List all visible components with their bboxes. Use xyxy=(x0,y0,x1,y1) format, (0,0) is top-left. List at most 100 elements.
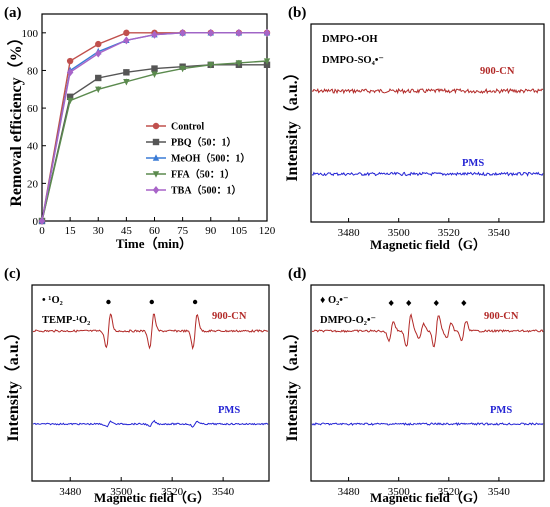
panel-d-peak-marker xyxy=(433,300,439,306)
panel-c-peak-marker xyxy=(106,299,111,305)
panel-c-series-pms xyxy=(32,419,269,428)
panel-a-legend-label: Control xyxy=(171,122,204,133)
panel-c-ticks: 3480 3500 3520 3540 xyxy=(59,477,235,498)
panel-a-data-point xyxy=(66,57,74,65)
panel-a-xtick-label: 45 xyxy=(121,225,133,237)
panel-b-series-label-pms: PMS xyxy=(462,158,484,169)
panel-b-xtick-label: 3500 xyxy=(388,227,411,239)
panel-a-xtick-label: 15 xyxy=(65,225,77,237)
panel-a-ytick-label: 80 xyxy=(27,65,39,77)
panel-a-legend-label: PBQ（50：1） xyxy=(171,136,237,149)
panel-d-xtick-label: 3540 xyxy=(488,486,511,498)
panel-c-xlabel: Magnetic field（G） xyxy=(94,490,210,505)
panel-a-xtick-label: 30 xyxy=(93,225,105,237)
panel-a-ytick-label: 20 xyxy=(27,178,39,190)
panel-a-legend-marker xyxy=(152,138,160,146)
panel-a-data-point xyxy=(66,68,74,77)
panel-a-data-point xyxy=(38,217,46,225)
panel-c-series-label-pms: PMS xyxy=(218,405,240,416)
panel-d-label: (d) xyxy=(288,266,306,282)
panel-a-data-point xyxy=(179,65,186,73)
panel-a-xtick-label: 60 xyxy=(149,225,161,237)
panel-a-legend-marker xyxy=(152,186,160,194)
panel-a-ytick-label: 40 xyxy=(27,141,39,153)
panel-a-xtick-label: 0 xyxy=(39,225,45,237)
panel-d: (d) 3480 3500 3520 3540 ♦ O₂•⁻ DMPO-O₂•⁻ 90… xyxy=(283,266,545,505)
panel-d-series-900cn xyxy=(311,313,544,348)
panel-c-xtick-label: 3520 xyxy=(161,486,184,498)
panel-c-xtick-label: 3500 xyxy=(110,486,133,498)
panel-c: (c) 3480 3500 3520 3540 • ¹O₂ TEMP-¹O₂ 900-… xyxy=(4,266,270,505)
panel-c-series-900cn xyxy=(32,313,269,351)
panel-a-legend-label: TBA（500：1） xyxy=(171,184,242,197)
panel-a-data-point xyxy=(66,97,74,105)
panel-b-series-label-900cn: 900-CN xyxy=(480,66,515,77)
panel-d-xtick-label: 3480 xyxy=(338,486,361,498)
panel-c-series-label-900cn: 900-CN xyxy=(212,311,247,322)
panel-b-xtick-label: 3520 xyxy=(438,227,461,239)
panel-a-data-point xyxy=(66,93,74,100)
panel-a-label: (a) xyxy=(4,5,22,21)
panel-c-xtick-label: 3540 xyxy=(212,486,235,498)
panel-a-ytick-label: 100 xyxy=(22,28,39,40)
panel-a-legend-label: MeOH（500：1） xyxy=(171,152,250,165)
panel-c-peak-marker xyxy=(149,299,154,305)
panel-c-peak-marker xyxy=(192,299,198,305)
panel-a-data-point xyxy=(123,36,130,45)
panel-b-series-900cn xyxy=(311,87,544,95)
panel-a-data-point xyxy=(263,28,271,37)
panel-a-ylabel: Removal efficiency（%） xyxy=(7,29,25,206)
panel-d-xtick-label: 3520 xyxy=(438,486,461,498)
panel-a-xlabel: Time（min） xyxy=(116,236,192,251)
panel-d-series-label-pms: PMS xyxy=(490,405,512,416)
panel-a-ticks: 0 15 30 45 60 75 90 105 120 0 20 40 60 80 100 xyxy=(22,28,276,237)
panel-c-annotation-2: TEMP-¹O₂ xyxy=(42,315,90,326)
panel-a-data-point xyxy=(207,62,214,69)
panel-a-data-point xyxy=(235,28,243,37)
panel-b-ylabel: Intensity（a.u.） xyxy=(283,64,301,181)
panel-a-xtick-label: 75 xyxy=(177,225,189,237)
panel-d-xtick-label: 3500 xyxy=(388,486,411,498)
panel-b-ticks: 3480 3500 3520 3540 xyxy=(338,218,510,239)
panel-a-ytick-label: 60 xyxy=(27,103,39,115)
panel-b-label: (b) xyxy=(288,5,306,21)
panel-b: (b) 3480 3500 3520 3540 DMPO-•OH DMPO-SO₄•⁻… xyxy=(283,5,545,252)
panel-a-legend-label: FFA（50：1） xyxy=(171,168,235,181)
panel-a-data-point xyxy=(95,49,102,58)
panel-c-label: (c) xyxy=(4,266,21,282)
panel-a-data-point xyxy=(263,58,271,65)
panel-a-data-point xyxy=(179,28,186,37)
panel-b-frame xyxy=(310,23,545,223)
panel-b-series xyxy=(311,87,544,177)
panel-a-legend: Control PBQ（50：1） MeOH（500：1） FFA（50：1） TBA（… xyxy=(146,122,250,197)
panel-d-xlabel: Magnetic field（G） xyxy=(370,490,486,505)
panel-a-legend-marker xyxy=(152,122,160,130)
panel-a-data-point xyxy=(95,40,102,48)
panel-a-data-point xyxy=(95,86,102,93)
panel-c-ylabel: Intensity（a.u.） xyxy=(4,324,22,441)
panel-b-series-pms xyxy=(311,171,544,177)
panel-a-data-point xyxy=(151,30,158,39)
panel-d-series xyxy=(311,300,544,427)
panel-a-data-point xyxy=(235,60,243,67)
panel-a-legend-marker xyxy=(152,154,160,161)
panel-b-annotation-2: DMPO-SO₄•⁻ xyxy=(322,55,384,66)
panel-a-xtick-label: 105 xyxy=(231,225,248,237)
panel-d-ylabel: Intensity（a.u.） xyxy=(283,324,301,441)
panel-b-xtick-label: 3480 xyxy=(338,227,361,239)
panel-a-data-point xyxy=(151,71,158,78)
panel-d-series-label-900cn: 900-CN xyxy=(484,311,519,322)
panel-a-data-point xyxy=(123,79,130,86)
panel-a-data-point xyxy=(207,28,214,37)
panel-d-peak-marker xyxy=(388,300,394,306)
panel-a-ytick-label: 0 xyxy=(33,216,39,228)
panel-a-xtick-label: 90 xyxy=(205,225,217,237)
panel-d-peak-marker xyxy=(461,300,467,306)
panel-d-series-pms xyxy=(311,422,544,427)
panel-d-peak-marker xyxy=(406,300,412,306)
panel-a-data-point xyxy=(151,65,158,72)
panel-a-xtick-label: 120 xyxy=(259,225,276,237)
panel-b-annotation-1: DMPO-•OH xyxy=(322,34,378,45)
panel-a-series xyxy=(38,28,271,225)
